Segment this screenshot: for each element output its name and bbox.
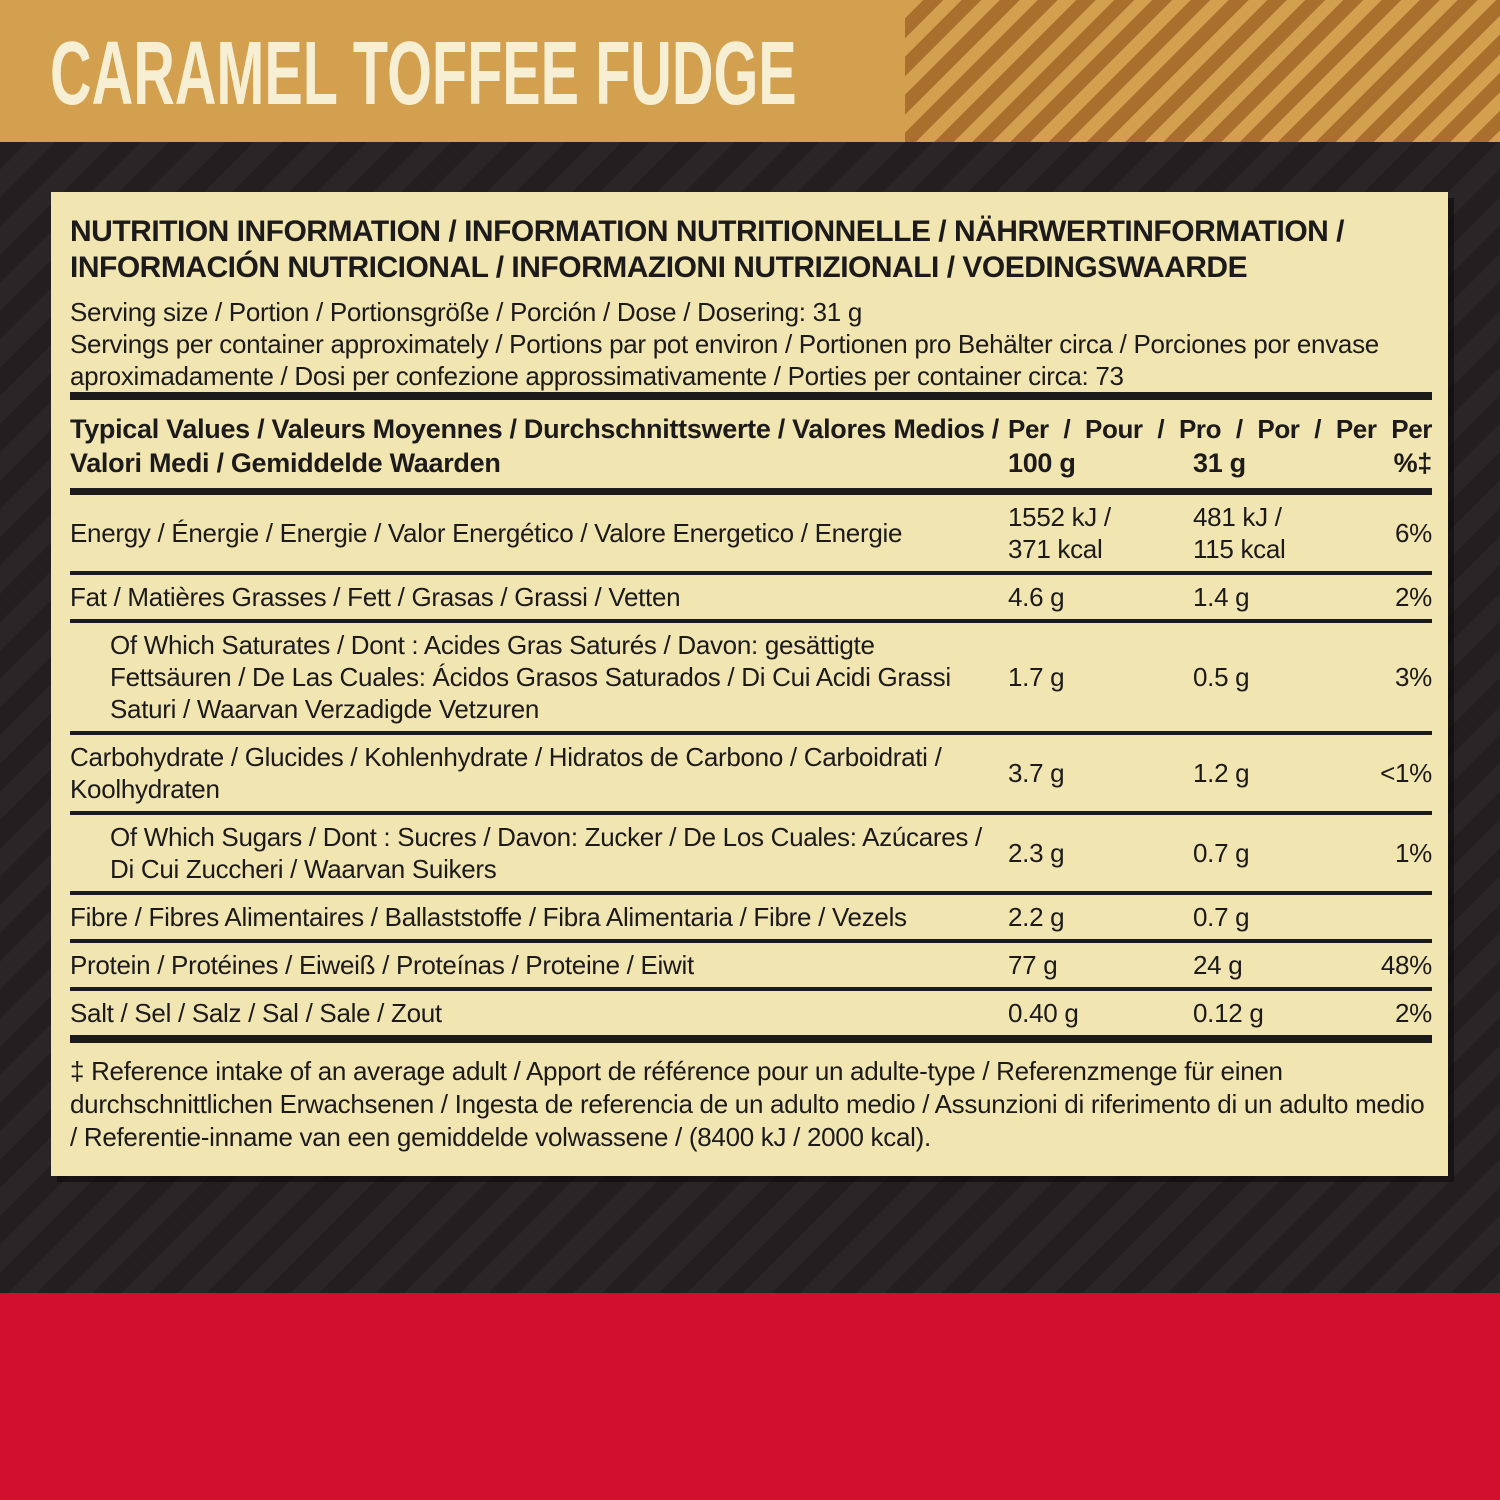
reference-intake-footnote: ‡ Reference intake of an average adult /… [70,1056,1425,1152]
value-per-100g: 0.40 g [1008,998,1079,1028]
header-col-100g: 100 g [1008,448,1076,478]
red-footer-band [0,1293,1500,1500]
nutrient-label: Protein / Protéines / Eiweiß / Proteínas… [70,950,694,980]
value-percent-ri: 2% [1395,582,1432,612]
nutrient-row-saturates: Of Which Saturates / Dont : Acides Gras … [70,623,1432,735]
value-per-serving: 1.4 g [1193,582,1250,612]
value-per-serving: 24 g [1193,950,1243,980]
value-per-100g: 1552 kJ / 371 kcal [1008,502,1111,564]
nutrient-row-sugars: Of Which Sugars / Dont : Sucres / Davon:… [70,815,1432,895]
value-per-100g: 77 g [1008,950,1058,980]
nutrient-label: Of Which Saturates / Dont : Acides Gras … [110,630,951,724]
nutrition-table: Typical Values / Valeurs Moyennes / Durc… [70,392,1432,1043]
nutrient-label: Carbohydrate / Glucides / Kohlenhydrate … [70,742,942,804]
value-percent-ri: 48% [1380,950,1432,980]
value-per-serving: 0.5 g [1193,662,1250,692]
value-per-100g: 3.7 g [1008,758,1065,788]
nutrient-row-energy: Energy / Énergie / Energie / Valor Energ… [70,495,1432,575]
value-percent-ri: <1% [1380,758,1432,788]
nutrient-label: Of Which Sugars / Dont : Sucres / Davon:… [110,822,982,884]
value-per-serving: 1.2 g [1193,758,1250,788]
serving-size-line: Serving size / Portion / Portionsgröße /… [70,297,863,327]
nutrient-row-salt: Salt / Sel / Salz / Sal / Sale / Zout 0.4… [70,991,1432,1043]
nutrient-label: Energy / Énergie / Energie / Valor Energ… [70,518,903,548]
nutrient-label: Salt / Sel / Salz / Sal / Sale / Zout [70,998,442,1028]
header-per-line: Per / Pour / Pro / Por / Per Per [1008,414,1432,444]
header-col-31g: 31 g [1193,448,1246,478]
nutrient-row-protein: Protein / Protéines / Eiweiß / Proteínas… [70,943,1432,991]
nutrient-row-carbohydrate: Carbohydrate / Glucides / Kohlenhydrate … [70,735,1432,815]
table-body: Energy / Énergie / Energie / Valor Energ… [70,495,1432,1043]
value-per-100g: 2.3 g [1008,838,1065,868]
nutrient-label: Fibre / Fibres Alimentaires / Ballaststo… [70,902,907,932]
value-percent-ri: 3% [1395,662,1432,692]
flavor-banner: CARAMEL TOFFEE FUDGE [0,0,1500,142]
value-percent-ri: 1% [1395,838,1432,868]
nutrient-label: Fat / Matières Grasses / Fett / Grasas /… [70,582,681,612]
nutrient-row-fat: Fat / Matières Grasses / Fett / Grasas /… [70,575,1432,623]
nutrition-heading: NUTRITION INFORMATION / INFORMATION NUTR… [70,215,1345,284]
value-percent-ri: 6% [1395,518,1432,548]
flavor-title: CARAMEL TOFFEE FUDGE [50,24,797,124]
nutrient-row-fibre: Fibre / Fibres Alimentaires / Ballaststo… [70,895,1432,943]
value-per-100g: 4.6 g [1008,582,1065,612]
value-per-serving: 0.12 g [1193,998,1264,1028]
header-typical-values: Typical Values / Valeurs Moyennes / Durc… [70,414,999,478]
banner-diagonal-stripes [905,0,1500,142]
header-col-percent: %‡ [1393,448,1433,478]
value-percent-ri: 2% [1395,998,1432,1028]
value-per-serving: 0.7 g [1193,838,1250,868]
value-per-serving: 0.7 g [1193,902,1250,932]
servings-per-container-line: Servings per container approximately / P… [70,329,1379,391]
value-per-100g: 2.2 g [1008,902,1065,932]
table-header: Typical Values / Valeurs Moyennes / Durc… [70,400,1432,495]
value-per-100g: 1.7 g [1008,662,1065,692]
nutrition-panel: NUTRITION INFORMATION / INFORMATION NUTR… [51,192,1448,1176]
value-per-serving: 481 kJ / 115 kcal [1193,502,1286,564]
